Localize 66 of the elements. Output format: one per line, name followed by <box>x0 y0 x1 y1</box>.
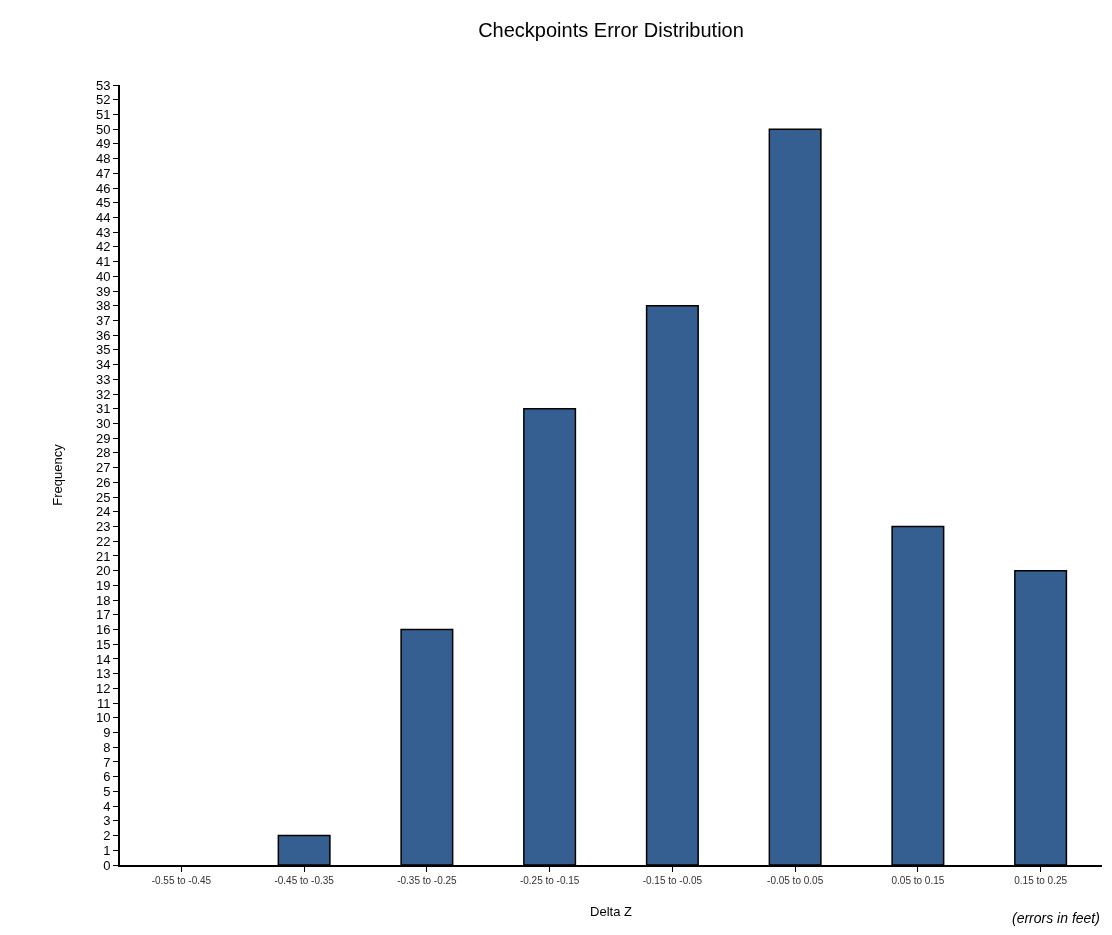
y-tick-label: 28 <box>95 445 111 461</box>
y-tick-label: 8 <box>103 739 111 755</box>
y-tick-label: 40 <box>95 268 111 284</box>
y-tick-label: 50 <box>95 121 111 137</box>
y-tick-label: 12 <box>95 680 111 696</box>
y-tick-label: 15 <box>95 636 111 652</box>
y-tick-label: 26 <box>95 474 111 490</box>
y-tick-label: 38 <box>95 298 111 314</box>
y-tick-label: 19 <box>95 577 111 593</box>
x-tick-label: -0.35 to -0.25 <box>397 875 458 886</box>
y-tick-label: 11 <box>96 695 111 711</box>
y-tick-label: 33 <box>95 371 111 387</box>
y-tick-label: 30 <box>95 416 111 432</box>
y-axis-title: Frequency <box>50 443 66 506</box>
y-tick-label: 1 <box>103 842 111 858</box>
y-tick-label: 27 <box>95 460 111 476</box>
y-tick-label: 24 <box>95 504 111 520</box>
y-tick-label: 46 <box>95 180 111 196</box>
y-tick-label: 45 <box>95 195 111 211</box>
y-tick-label: 22 <box>95 533 111 549</box>
y-tick-label: 36 <box>95 327 111 343</box>
y-tick-label: 49 <box>95 136 111 152</box>
y-tick-label: 14 <box>95 651 111 667</box>
y-tick-label: 53 <box>95 77 111 93</box>
y-tick-label: 42 <box>95 239 111 255</box>
y-tick-label: 51 <box>95 106 111 122</box>
y-tick-label: 7 <box>103 754 111 770</box>
y-tick-label: 48 <box>95 151 111 167</box>
x-tick-label: -0.15 to -0.05 <box>642 875 703 886</box>
x-tick-label: 0.05 to 0.15 <box>891 875 945 886</box>
y-tick-label: 37 <box>95 313 111 329</box>
y-tick-label: 39 <box>95 283 111 299</box>
x-tick-label: 0.15 to 0.25 <box>1014 875 1068 886</box>
x-tick-label: -0.05 to 0.05 <box>767 875 824 886</box>
y-tick-label: 21 <box>95 548 111 564</box>
y-tick-label: 9 <box>103 725 111 741</box>
y-tick-label: 13 <box>95 666 111 682</box>
y-tick-label: 52 <box>95 92 111 108</box>
y-tick-label: 0 <box>103 857 111 873</box>
y-tick-label: 6 <box>103 769 111 785</box>
y-tick-label: 34 <box>95 357 111 373</box>
y-tick-label: 25 <box>95 489 111 505</box>
y-tick-label: 18 <box>95 592 111 608</box>
y-tick-label: 5 <box>103 783 111 799</box>
y-tick-label: 3 <box>103 813 111 829</box>
y-tick-label: 47 <box>95 165 111 181</box>
y-tick-label: 2 <box>103 828 111 844</box>
y-tick-label: 16 <box>95 622 111 638</box>
text: (errors in feet) <box>1012 910 1100 926</box>
x-tick-label: -0.25 to -0.15 <box>519 875 580 886</box>
y-tick-label: 17 <box>95 607 111 623</box>
y-tick-label: 43 <box>95 224 111 240</box>
y-tick-label: 4 <box>103 798 111 814</box>
y-tick-label: 32 <box>95 386 111 402</box>
chart-title: Checkpoints Error Distribution <box>478 19 744 42</box>
x-tick-label: -0.55 to -0.45 <box>151 875 212 886</box>
y-tick-label: 44 <box>95 210 111 225</box>
x-axis-title: Delta Z <box>590 904 633 920</box>
y-tick-label: 29 <box>95 430 111 446</box>
y-tick-label: 23 <box>95 519 111 535</box>
y-tick-label: 20 <box>95 563 111 579</box>
y-tick-label: 31 <box>95 401 111 417</box>
y-tick-label: 10 <box>95 710 111 726</box>
y-tick-label: 35 <box>95 342 111 358</box>
x-tick-label: -0.45 to -0.35 <box>274 875 335 886</box>
y-tick-label: 41 <box>95 254 111 270</box>
